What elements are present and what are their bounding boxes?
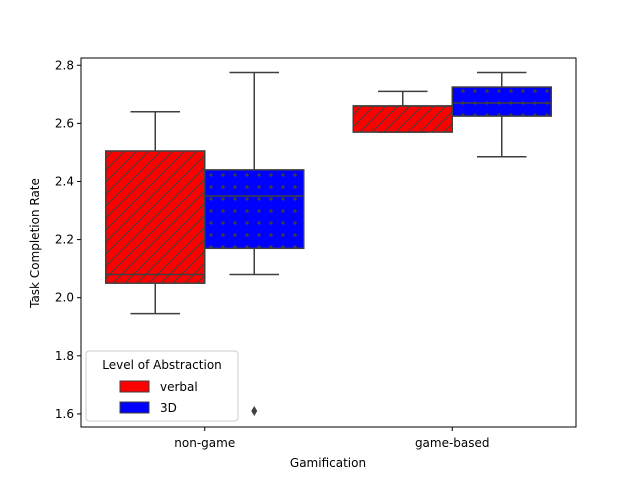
legend-swatch-verbal xyxy=(119,380,150,393)
axes: 1.6 1.8 2.0 2.2 2.4 2.6 2.8 non-game game-based xyxy=(55,57,577,450)
y-tick-label: 2.0 xyxy=(55,291,74,305)
outlier-point xyxy=(251,406,258,417)
box-verbal-game-based xyxy=(352,90,453,133)
x-tick-label: game-based xyxy=(415,436,490,450)
box-outline xyxy=(204,169,305,250)
box-3D-game-based xyxy=(451,71,552,158)
y-tick-label: 2.6 xyxy=(55,116,74,130)
axes-frame xyxy=(80,57,577,428)
plot-area xyxy=(105,71,552,417)
box-hatch xyxy=(105,150,205,284)
legend-label-3D: 3D xyxy=(160,401,177,415)
y-tick-label: 2.2 xyxy=(55,233,74,247)
legend: Level of Abstraction verbal 3D xyxy=(85,350,239,422)
legend-label-verbal: verbal xyxy=(160,380,198,394)
x-axis-label: Gamification xyxy=(290,456,366,470)
box-hatch xyxy=(353,105,453,133)
y-tick-label: 2.4 xyxy=(55,174,74,188)
box-verbal-non-game xyxy=(105,111,206,315)
box-3D-non-game xyxy=(204,71,305,417)
box-hatch xyxy=(204,169,304,249)
box-hatch xyxy=(452,87,552,117)
x-tick-label: non-game xyxy=(174,436,235,450)
y-tick-label: 2.8 xyxy=(55,58,74,72)
y-tick-label: 1.6 xyxy=(55,407,74,421)
legend-title: Level of Abstraction xyxy=(102,358,222,372)
y-tick-label: 1.8 xyxy=(55,349,74,363)
legend-swatch-3D xyxy=(119,401,150,414)
y-axis-label: Task Completion Rate xyxy=(28,178,42,309)
box-outline xyxy=(451,86,552,117)
